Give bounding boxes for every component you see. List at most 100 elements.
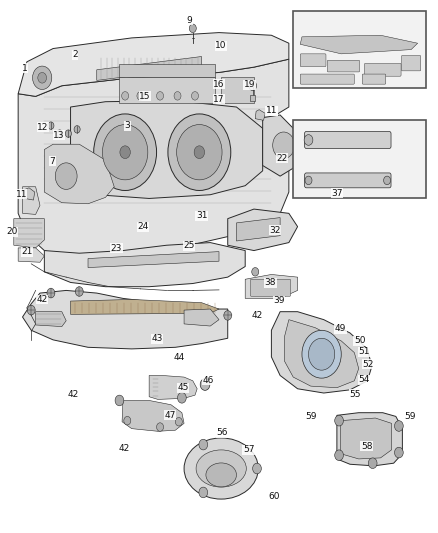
Circle shape xyxy=(252,268,259,276)
Polygon shape xyxy=(88,252,219,268)
FancyBboxPatch shape xyxy=(300,74,354,84)
Polygon shape xyxy=(306,139,321,148)
Text: 57: 57 xyxy=(243,446,254,455)
Text: 19: 19 xyxy=(244,80,255,89)
Polygon shape xyxy=(44,144,114,204)
Polygon shape xyxy=(340,418,392,459)
Text: 52: 52 xyxy=(363,360,374,369)
Polygon shape xyxy=(25,188,35,200)
Polygon shape xyxy=(35,312,66,327)
Text: 11: 11 xyxy=(266,106,278,115)
Text: 54: 54 xyxy=(358,375,370,384)
Polygon shape xyxy=(285,320,359,387)
Text: 12: 12 xyxy=(37,123,49,132)
Text: 59: 59 xyxy=(305,413,316,422)
Circle shape xyxy=(177,392,186,403)
Circle shape xyxy=(305,176,312,184)
Text: 9: 9 xyxy=(187,16,192,25)
Text: 49: 49 xyxy=(335,324,346,333)
Circle shape xyxy=(253,463,261,474)
Circle shape xyxy=(177,125,222,180)
Circle shape xyxy=(156,423,163,431)
Ellipse shape xyxy=(196,450,246,487)
Text: 21: 21 xyxy=(21,247,32,256)
FancyBboxPatch shape xyxy=(304,132,391,149)
Text: 55: 55 xyxy=(350,390,361,399)
Polygon shape xyxy=(14,219,44,248)
Text: 20: 20 xyxy=(6,228,17,237)
Circle shape xyxy=(199,439,208,450)
Polygon shape xyxy=(272,312,372,393)
Text: 11: 11 xyxy=(265,106,277,115)
Text: 45: 45 xyxy=(177,383,189,392)
Text: 42: 42 xyxy=(118,444,130,453)
FancyBboxPatch shape xyxy=(304,173,391,188)
Circle shape xyxy=(199,487,208,498)
Text: 37: 37 xyxy=(331,189,343,198)
Text: 38: 38 xyxy=(265,278,276,287)
Text: 23: 23 xyxy=(111,244,122,253)
Circle shape xyxy=(137,92,144,100)
Polygon shape xyxy=(18,33,289,96)
Text: 3: 3 xyxy=(124,121,130,130)
Circle shape xyxy=(65,130,71,138)
Polygon shape xyxy=(149,375,197,399)
Polygon shape xyxy=(255,110,265,120)
Text: 22: 22 xyxy=(277,154,288,163)
Circle shape xyxy=(304,135,313,146)
Text: 42: 42 xyxy=(68,390,79,399)
Polygon shape xyxy=(71,300,219,314)
Circle shape xyxy=(102,125,148,180)
Circle shape xyxy=(57,130,63,138)
Circle shape xyxy=(47,288,55,298)
Circle shape xyxy=(120,146,131,159)
Polygon shape xyxy=(245,274,297,298)
Circle shape xyxy=(122,92,129,100)
Text: 11: 11 xyxy=(15,190,27,199)
Text: 50: 50 xyxy=(354,336,365,345)
Circle shape xyxy=(189,24,196,33)
Circle shape xyxy=(335,415,343,426)
Circle shape xyxy=(27,305,35,315)
Text: 10: 10 xyxy=(215,42,227,51)
Circle shape xyxy=(48,122,54,130)
Text: 15: 15 xyxy=(139,92,151,101)
Circle shape xyxy=(175,417,182,426)
FancyBboxPatch shape xyxy=(293,120,426,198)
Circle shape xyxy=(191,92,198,100)
Text: 25: 25 xyxy=(184,241,195,251)
Ellipse shape xyxy=(184,438,258,499)
Text: 42: 42 xyxy=(36,295,48,304)
Polygon shape xyxy=(18,248,44,262)
Text: 43: 43 xyxy=(151,334,162,343)
FancyBboxPatch shape xyxy=(300,54,326,67)
Polygon shape xyxy=(250,95,255,101)
Ellipse shape xyxy=(206,463,237,487)
Circle shape xyxy=(224,311,232,320)
Polygon shape xyxy=(22,290,228,349)
FancyBboxPatch shape xyxy=(362,74,386,84)
Text: 51: 51 xyxy=(358,347,370,356)
Text: 31: 31 xyxy=(196,212,207,221)
Polygon shape xyxy=(337,413,403,466)
FancyBboxPatch shape xyxy=(221,77,254,103)
Text: 17: 17 xyxy=(213,94,225,103)
Circle shape xyxy=(302,330,341,378)
Circle shape xyxy=(335,450,343,461)
Circle shape xyxy=(94,114,156,190)
Circle shape xyxy=(249,81,257,91)
FancyBboxPatch shape xyxy=(402,55,421,71)
Circle shape xyxy=(395,421,403,431)
Circle shape xyxy=(384,176,391,184)
Circle shape xyxy=(55,163,77,189)
FancyBboxPatch shape xyxy=(293,11,426,88)
Text: 59: 59 xyxy=(404,413,416,422)
Text: 2: 2 xyxy=(72,51,78,59)
Circle shape xyxy=(32,66,52,90)
Circle shape xyxy=(395,447,403,458)
Text: 60: 60 xyxy=(268,491,280,500)
Polygon shape xyxy=(237,217,280,241)
Circle shape xyxy=(174,92,181,100)
Text: 39: 39 xyxy=(273,296,285,305)
Polygon shape xyxy=(22,187,40,214)
